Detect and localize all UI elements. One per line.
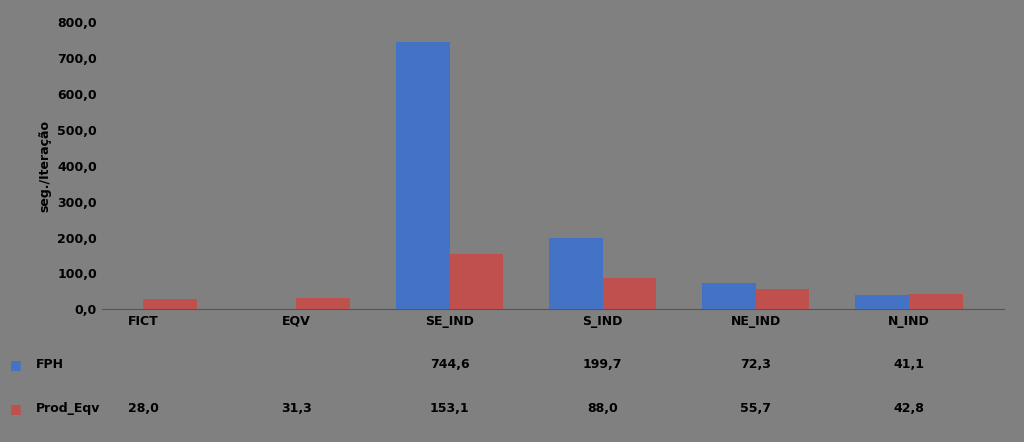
Bar	[297, 298, 350, 309]
Y-axis label: seg./Iteração: seg./Iteração	[39, 120, 51, 212]
Text: FPH: FPH	[36, 358, 63, 371]
Bar	[756, 290, 809, 309]
Bar	[702, 283, 756, 309]
Bar	[396, 42, 450, 309]
Bar	[450, 255, 503, 309]
Text: ■: ■	[10, 402, 22, 415]
Text: 42,8: 42,8	[894, 402, 925, 415]
Text: 55,7: 55,7	[740, 402, 771, 415]
Text: 72,3: 72,3	[740, 358, 771, 371]
Text: Prod_Eqv: Prod_Eqv	[36, 402, 100, 415]
Text: 88,0: 88,0	[588, 402, 618, 415]
Bar	[909, 294, 963, 309]
Text: 744,6: 744,6	[430, 358, 469, 371]
Text: ■: ■	[10, 358, 22, 371]
Bar	[143, 299, 197, 309]
Text: 153,1: 153,1	[430, 402, 469, 415]
Text: 28,0: 28,0	[128, 402, 159, 415]
Bar	[603, 278, 656, 309]
Text: 41,1: 41,1	[894, 358, 925, 371]
Text: 199,7: 199,7	[583, 358, 623, 371]
Text: 31,3: 31,3	[282, 402, 312, 415]
Bar	[549, 238, 603, 309]
Bar	[855, 295, 909, 309]
